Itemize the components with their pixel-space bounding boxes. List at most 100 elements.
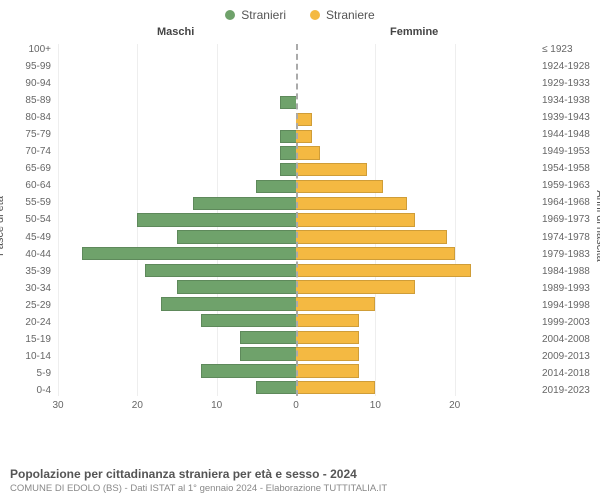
age-label: 35-39 <box>0 266 51 277</box>
chart-title: Popolazione per cittadinanza straniera p… <box>10 467 387 481</box>
bar-male <box>280 96 296 109</box>
legend-male-label: Stranieri <box>241 8 286 22</box>
birth-label: 2019-2023 <box>542 385 600 396</box>
birth-label: 1964-1968 <box>542 197 600 208</box>
x-tick-label: 0 <box>293 400 299 411</box>
birth-label: 1999-2003 <box>542 317 600 328</box>
bar-female <box>296 180 383 193</box>
male-swatch-icon <box>225 10 235 20</box>
age-label: 15-19 <box>0 334 51 345</box>
legend-item-female: Straniere <box>310 8 375 22</box>
age-label: 55-59 <box>0 197 51 208</box>
x-tick-label: 30 <box>52 400 63 411</box>
bar-male <box>177 280 296 293</box>
bar-female <box>296 247 455 260</box>
bar-male <box>82 247 296 260</box>
birth-label: 2004-2008 <box>542 334 600 345</box>
birth-label: 1969-1973 <box>542 214 600 225</box>
age-label: 45-49 <box>0 232 51 243</box>
birth-label: 1989-1993 <box>542 283 600 294</box>
age-label: 50-54 <box>0 214 51 225</box>
legend: Stranieri Straniere <box>0 0 600 26</box>
age-label: 40-44 <box>0 249 51 260</box>
bar-female <box>296 163 367 176</box>
bar-female <box>296 146 320 159</box>
age-label: 75-79 <box>0 129 51 140</box>
bar-female <box>296 364 359 377</box>
chart-area: Maschi Femmine Fasce di età Anni di nasc… <box>0 26 600 426</box>
bar-male <box>161 297 296 310</box>
bar-female <box>296 381 375 394</box>
x-axis: 30201001020 <box>58 400 534 414</box>
female-swatch-icon <box>310 10 320 20</box>
bar-male <box>177 230 296 243</box>
chart-subtitle: COMUNE DI EDOLO (BS) - Dati ISTAT al 1° … <box>10 483 387 494</box>
bar-male <box>240 347 296 360</box>
bar-female <box>296 314 359 327</box>
bar-female <box>296 197 407 210</box>
age-label: 70-74 <box>0 146 51 157</box>
x-tick-label: 20 <box>449 400 460 411</box>
bar-male <box>201 364 296 377</box>
bar-female <box>296 264 471 277</box>
birth-label: 2014-2018 <box>542 368 600 379</box>
bar-male <box>145 264 296 277</box>
legend-female-label: Straniere <box>326 8 375 22</box>
bar-female <box>296 331 359 344</box>
age-label: 90-94 <box>0 78 51 89</box>
age-label: 5-9 <box>0 368 51 379</box>
x-tick-label: 20 <box>132 400 143 411</box>
bar-male <box>280 130 296 143</box>
center-axis-line <box>296 44 298 396</box>
chart-footer: Popolazione per cittadinanza straniera p… <box>10 467 387 494</box>
age-label: 0-4 <box>0 385 51 396</box>
plot-area <box>58 44 534 396</box>
y-left-labels: 100+ 95-99 90-94 85-89 80-84 75-79 70-74 65-69 6… <box>0 44 55 396</box>
age-label: 60-64 <box>0 180 51 191</box>
bar-male <box>256 381 296 394</box>
birth-label: 2009-2013 <box>542 351 600 362</box>
birth-label: 1934-1938 <box>542 95 600 106</box>
birth-label: 1994-1998 <box>542 300 600 311</box>
chart-headers: Maschi Femmine <box>0 26 600 42</box>
age-label: 85-89 <box>0 95 51 106</box>
bar-male <box>280 163 296 176</box>
age-label: 10-14 <box>0 351 51 362</box>
bar-male <box>193 197 296 210</box>
birth-label: 1939-1943 <box>542 112 600 123</box>
bar-male <box>137 213 296 226</box>
header-female: Femmine <box>390 26 438 38</box>
birth-label: 1924-1928 <box>542 61 600 72</box>
birth-label: 1944-1948 <box>542 129 600 140</box>
y-right-labels: ≤ 1923 1924-1928 1929-1933 1934-1938 1939-19… <box>538 44 600 396</box>
bar-female <box>296 213 415 226</box>
bar-female <box>296 230 447 243</box>
bar-female <box>296 347 359 360</box>
bar-female <box>296 130 312 143</box>
age-label: 20-24 <box>0 317 51 328</box>
bar-female <box>296 280 415 293</box>
bar-female <box>296 113 312 126</box>
x-tick-label: 10 <box>370 400 381 411</box>
bar-female <box>296 297 375 310</box>
birth-label: 1954-1958 <box>542 163 600 174</box>
age-label: 95-99 <box>0 61 51 72</box>
bar-male <box>256 180 296 193</box>
bar-male <box>201 314 296 327</box>
age-label: 25-29 <box>0 300 51 311</box>
age-label: 65-69 <box>0 163 51 174</box>
header-male: Maschi <box>157 26 194 38</box>
birth-label: ≤ 1923 <box>542 44 600 55</box>
bar-male <box>280 146 296 159</box>
birth-label: 1949-1953 <box>542 146 600 157</box>
age-label: 30-34 <box>0 283 51 294</box>
birth-label: 1984-1988 <box>542 266 600 277</box>
legend-item-male: Stranieri <box>225 8 286 22</box>
bar-male <box>240 331 296 344</box>
birth-label: 1929-1933 <box>542 78 600 89</box>
x-tick-label: 10 <box>211 400 222 411</box>
birth-label: 1974-1978 <box>542 232 600 243</box>
birth-label: 1959-1963 <box>542 180 600 191</box>
age-label: 100+ <box>0 44 51 55</box>
age-label: 80-84 <box>0 112 51 123</box>
